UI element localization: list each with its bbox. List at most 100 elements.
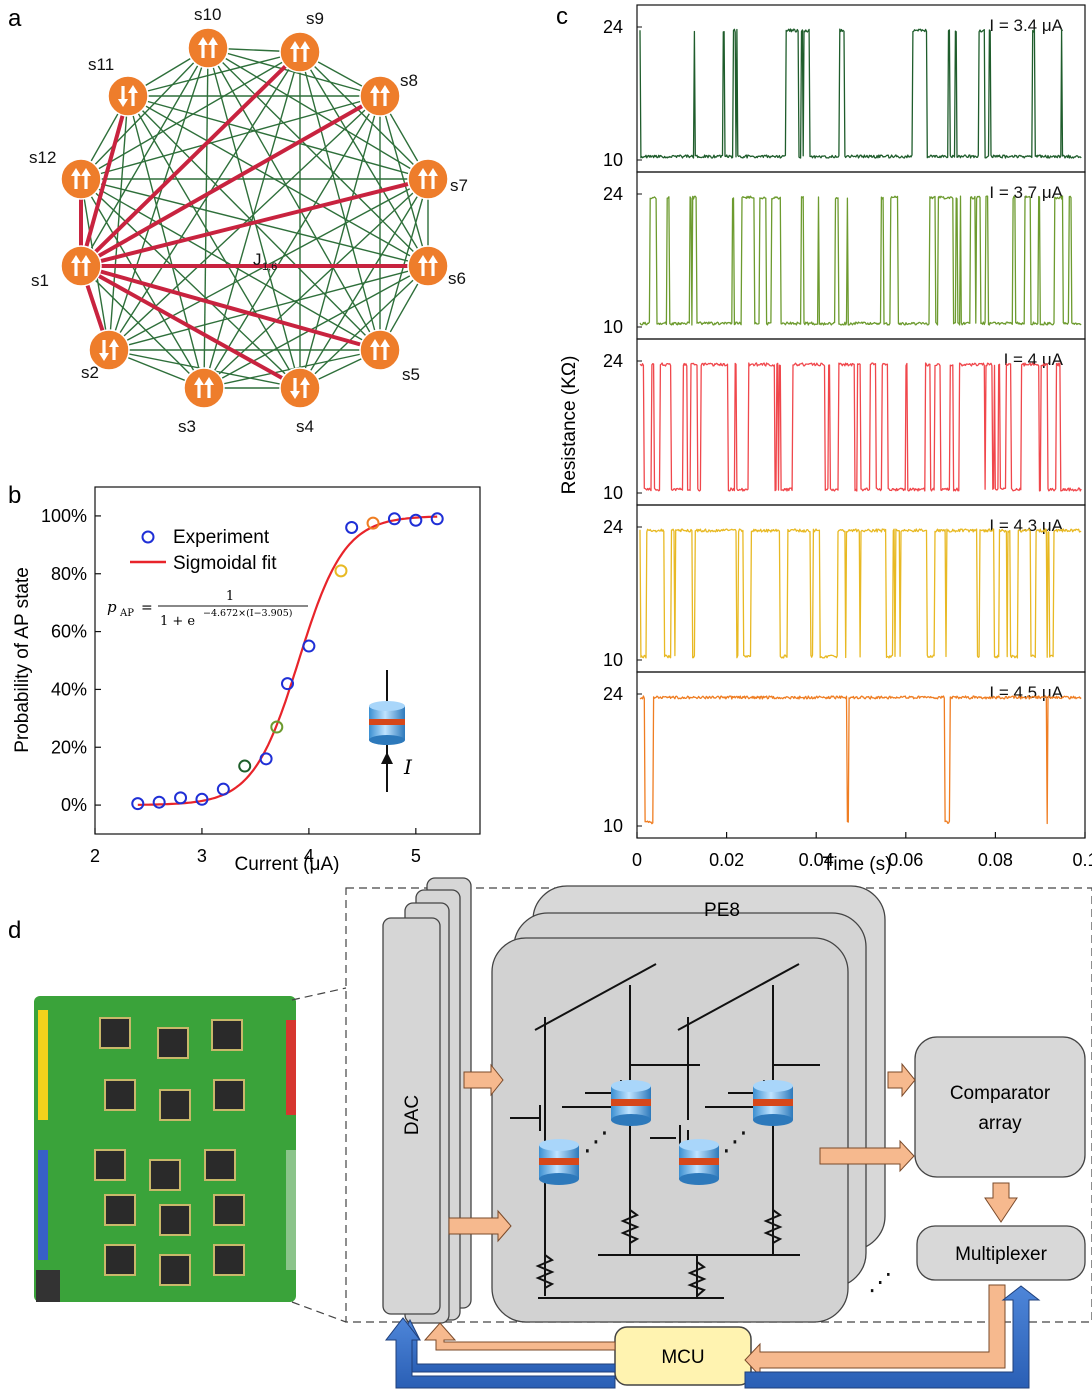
spin-node-s12	[60, 158, 102, 200]
formula-numerator: 1	[226, 589, 234, 604]
experiment-point	[195, 792, 209, 806]
spin-node-s10	[187, 27, 229, 69]
experiment-point	[430, 512, 444, 526]
trace-current-label: I = 3.4 μA	[989, 16, 1063, 35]
coupling-edge	[299, 51, 429, 267]
coupling-edge	[127, 95, 205, 389]
spin-down-arrow	[300, 377, 310, 398]
coupling-edge	[207, 47, 381, 97]
spin-up-arrow	[428, 168, 438, 189]
x-tick-label-b: 2	[90, 846, 100, 866]
experiment-point	[281, 677, 294, 691]
y-tick-label-c: 24	[603, 17, 623, 37]
pe-more-dots: ⋰	[868, 1268, 892, 1296]
highlight-point	[238, 759, 252, 773]
panel-a-label: a	[8, 5, 22, 32]
spin-up-arrow	[194, 377, 204, 398]
coupling-edge	[80, 95, 381, 180]
y-axis-label-b: Probability of AP state	[12, 567, 33, 753]
y-tick-label-b: 20%	[51, 737, 87, 757]
pcb-chip	[159, 1254, 191, 1286]
formula-lhs-sub: AP	[119, 608, 134, 619]
coupling-edge	[299, 265, 429, 389]
coupling-edge	[80, 51, 301, 180]
mtj-bottom	[539, 1173, 579, 1185]
experiment-point	[409, 513, 423, 527]
legend-experiment: Experiment	[173, 527, 270, 548]
spin-node-s7	[407, 158, 449, 200]
y-tick-label-c: 24	[603, 684, 623, 704]
coupling-edge	[127, 51, 301, 97]
dac-label: DAC	[402, 1095, 423, 1135]
resistance-trace	[639, 28, 1082, 159]
coupling-edge	[127, 95, 301, 389]
node-label-s4: s4	[296, 417, 314, 436]
mtj-top	[611, 1080, 651, 1092]
pcb-chip	[157, 1027, 189, 1059]
y-tick-label-c: 10	[603, 150, 623, 170]
comparator-label-line1: Comparator	[950, 1083, 1051, 1104]
spin-node-s6	[407, 245, 449, 287]
coupling-edge	[299, 178, 429, 389]
formula-denominator: 1 + e	[160, 614, 195, 629]
spin-down-arrow	[109, 339, 119, 360]
spin-up-arrow	[204, 377, 214, 398]
experiment-point	[152, 795, 166, 809]
y-tick-label-b: 0%	[61, 795, 87, 815]
mtj-top	[679, 1139, 719, 1151]
spin-up-arrow	[370, 85, 380, 106]
coupling-edge	[299, 95, 381, 389]
x-tick-label-b: 3	[197, 846, 207, 866]
mtj-dots: ⋰	[583, 1127, 609, 1157]
trace-frame	[636, 671, 1086, 839]
x-tick-label-c: 0.08	[978, 850, 1013, 870]
pcb-chip	[99, 1017, 131, 1049]
coupling-label-sub: 1,6	[262, 261, 277, 273]
node-label-s1: s1	[31, 271, 49, 290]
zoom-line-bottom	[291, 1301, 347, 1323]
pcb-chip	[104, 1194, 136, 1226]
x-tick-label-c: 0.1	[1072, 850, 1092, 870]
signal-arrows	[384, 1062, 1041, 1389]
node-label-s7: s7	[450, 176, 468, 195]
pcb-chip	[213, 1079, 245, 1111]
spin-up-arrow	[380, 339, 390, 360]
coupling-edge	[80, 47, 209, 180]
spin-up-arrow	[418, 168, 428, 189]
panel-d-label: d	[8, 917, 21, 944]
experiment-point	[216, 782, 230, 796]
mtj-free-layer	[611, 1099, 651, 1106]
dac-block	[382, 877, 472, 1324]
probability-chart: Current (μA) Probability of AP state 2 3 4…	[12, 486, 481, 875]
pcb-chip	[213, 1194, 245, 1226]
spin-up-arrow	[418, 255, 428, 276]
node-label-s5: s5	[402, 365, 420, 384]
resistance-traces: 24 10 I = 3.4 μA 24 10 I = 3.7 μA 24 10 I = 4 μA…	[603, 4, 1092, 870]
pcb-chip	[104, 1079, 136, 1111]
coupling-edge	[207, 47, 301, 389]
spin-down-arrow	[128, 85, 138, 106]
experiment-point	[131, 797, 145, 811]
coupling-edge	[80, 265, 205, 389]
formula-equals: =	[141, 600, 153, 616]
node-label-s8: s8	[400, 71, 418, 90]
x-axis-label-c: Time (s)	[823, 854, 892, 875]
coupling-edge-highlight	[80, 264, 301, 390]
trace-current-label: I = 4 μA	[1004, 350, 1064, 369]
comparator-array-block	[914, 1036, 1086, 1178]
mtj-dots: ⋰	[722, 1127, 748, 1157]
node-label-s10: s10	[194, 5, 221, 24]
spin-node-s4	[279, 367, 321, 409]
spin-up-arrow	[71, 168, 81, 189]
spin-down-arrow	[99, 340, 109, 361]
y-tick-label-c: 10	[603, 317, 623, 337]
y-tick-label-b: 80%	[51, 564, 87, 584]
mcu-label: MCU	[661, 1347, 704, 1368]
panel-c-label: c	[556, 3, 568, 30]
pcb-chip	[159, 1089, 191, 1121]
mtj-bottom	[679, 1173, 719, 1185]
pcb-chip	[211, 1019, 243, 1051]
coupling-edge	[207, 47, 429, 267]
plot-frame-b	[94, 486, 481, 835]
spin-down-arrow	[290, 378, 300, 399]
